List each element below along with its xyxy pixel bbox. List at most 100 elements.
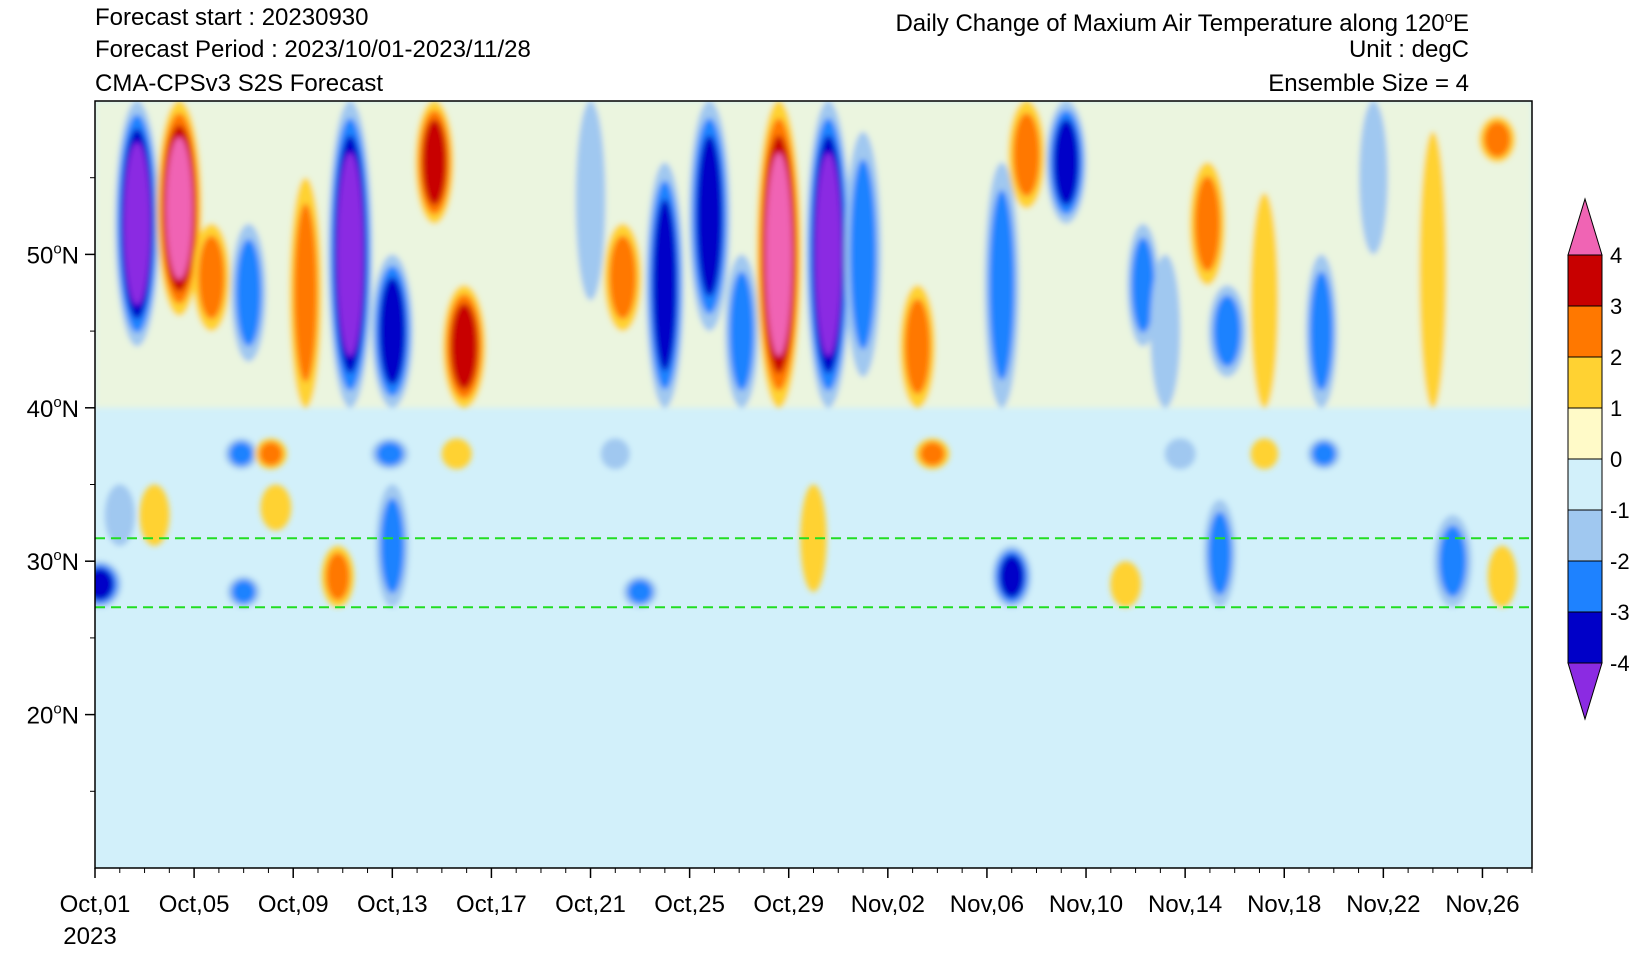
unit-label: Unit : degC xyxy=(1348,36,1469,63)
colorbar-label: 3 xyxy=(1610,294,1622,319)
x-tick-label: Nov,10 xyxy=(1049,891,1123,918)
y-tick-label: 50oN xyxy=(27,240,79,269)
contour-blob xyxy=(1164,438,1196,470)
contour-blob xyxy=(575,101,606,301)
x-tick-label: Nov,22 xyxy=(1346,891,1420,918)
contour-blob xyxy=(379,277,406,385)
contour-blob xyxy=(800,484,827,592)
contour-blob xyxy=(259,441,283,466)
contour-blob xyxy=(765,152,792,357)
contour-blob xyxy=(376,441,404,466)
colorbar-label: 2 xyxy=(1610,345,1622,370)
contour-blob xyxy=(696,135,723,297)
x-axis: Oct,01 Oct,05 Oct,09 Oct,13 Oct,17 Oct,21 Oct,… xyxy=(60,868,1533,950)
contour-blob xyxy=(260,484,292,531)
contour-blob xyxy=(1208,511,1232,596)
contour-blob xyxy=(729,271,754,391)
contour-blob xyxy=(1359,101,1388,255)
y-axis: 20oN 30oN 40oN 50oN xyxy=(27,177,95,792)
contour-blob xyxy=(1419,131,1447,408)
colorbar-label: -1 xyxy=(1610,498,1630,523)
chart-title: Daily Change of Maxium Air Temperature a… xyxy=(895,4,1469,38)
contour-blob xyxy=(198,235,225,320)
contour-blob xyxy=(904,298,931,394)
colorbar-box xyxy=(1567,611,1603,664)
model-name-label: CMA-CPSv3 S2S Forecast xyxy=(95,70,384,97)
forecast-start-label: Forecast start : 20230930 xyxy=(95,4,369,31)
contour-blob xyxy=(815,152,842,357)
colorbar-label: -4 xyxy=(1610,651,1630,676)
contour-blob xyxy=(450,303,478,390)
contour-blob xyxy=(231,579,256,604)
contour-blob xyxy=(1484,121,1511,158)
contour-blob xyxy=(627,579,653,604)
x-tick-label: Oct,25 xyxy=(654,891,725,918)
colorbar-box xyxy=(1567,407,1603,460)
contour-blob xyxy=(1213,295,1241,367)
contour-blob xyxy=(1150,254,1181,408)
contour-blob xyxy=(104,484,135,546)
contour-blob xyxy=(325,552,350,601)
contour-blob xyxy=(600,438,630,470)
contour-blob xyxy=(1194,176,1221,272)
x-tick-label: Nov,26 xyxy=(1445,891,1519,918)
chart-title-degree: o xyxy=(1444,9,1453,26)
contour-blob xyxy=(1250,193,1279,408)
chart-title-main: Daily Change of Maxium Air Temperature a… xyxy=(895,10,1445,37)
contour-blob xyxy=(123,142,151,306)
x-tick-label: Oct,05 xyxy=(159,891,230,918)
contour-blob xyxy=(1439,525,1467,597)
field-layer xyxy=(95,101,1532,608)
x-tick-label: Oct,29 xyxy=(753,891,824,918)
x-tick-label: Nov,02 xyxy=(851,891,925,918)
x-year-label: 2023 xyxy=(63,923,116,950)
colorbar: 4 3 2 1 0 -1 -2 -3 -4 xyxy=(1567,197,1630,721)
contour-blob xyxy=(235,239,262,347)
colorbar-label: 0 xyxy=(1610,447,1622,472)
contour-blob xyxy=(422,119,447,206)
colorbar-box xyxy=(1567,560,1603,613)
contour-blob xyxy=(293,203,318,382)
colorbar-label: 1 xyxy=(1610,396,1622,421)
colorbar-top-arrow xyxy=(1567,197,1603,256)
contour-blob xyxy=(1487,545,1517,608)
contour-blob xyxy=(337,152,364,357)
colorbar-label: 4 xyxy=(1610,243,1622,268)
contour-blob xyxy=(989,189,1015,381)
contour-blob xyxy=(1309,271,1334,391)
contour-blob xyxy=(1053,119,1079,206)
contour-blob xyxy=(95,568,114,601)
x-tick-label: Oct,01 xyxy=(60,891,131,918)
contour-blob xyxy=(999,555,1025,599)
x-tick-label: Oct,17 xyxy=(456,891,527,918)
contour-blob xyxy=(139,484,170,546)
contour-blob xyxy=(1110,561,1142,608)
colorbar-box xyxy=(1567,356,1603,409)
colorbar-box xyxy=(1567,458,1603,511)
contour-blob xyxy=(920,441,945,466)
x-tick-label: Nov,14 xyxy=(1148,891,1222,918)
contour-blob xyxy=(229,441,254,466)
colorbar-box xyxy=(1567,305,1603,358)
forecast-period-label: Forecast Period : 2023/10/01-2023/11/28 xyxy=(95,36,531,63)
ensemble-size-label: Ensemble Size = 4 xyxy=(1268,70,1469,97)
contour-blob xyxy=(1013,113,1040,197)
contour-blob xyxy=(441,438,472,470)
chart-title-suffix: E xyxy=(1452,10,1469,37)
x-tick-label: Oct,21 xyxy=(555,891,626,918)
y-tick-label: 20oN xyxy=(27,701,79,730)
y-tick-label: 30oN xyxy=(27,547,79,576)
contour-blob xyxy=(166,137,193,280)
contour-blob xyxy=(380,498,405,594)
colorbar-box xyxy=(1567,509,1603,562)
x-tick-label: Nov,18 xyxy=(1247,891,1321,918)
y-tick-label: 40oN xyxy=(27,394,79,423)
contour-blob xyxy=(609,235,637,320)
colorbar-box xyxy=(1567,254,1603,307)
contour-blob xyxy=(1131,237,1155,333)
contour-blob xyxy=(849,159,877,350)
x-tick-label: Nov,06 xyxy=(950,891,1024,918)
colorbar-label: -3 xyxy=(1610,600,1630,625)
x-tick-label: Oct,09 xyxy=(258,891,329,918)
